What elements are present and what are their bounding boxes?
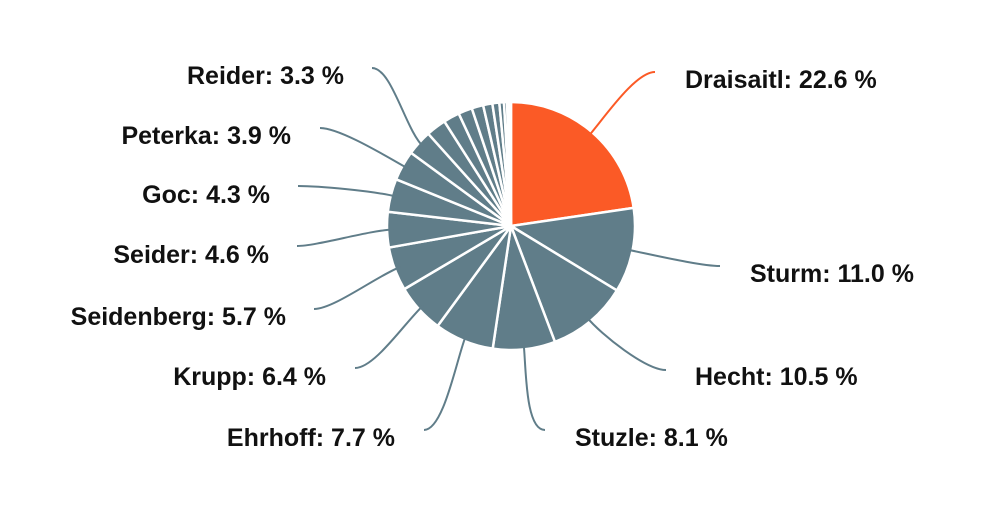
leader-line-seidenberg [313, 266, 401, 310]
leader-line-krupp [354, 304, 425, 369]
leader-line-peterka [319, 127, 409, 170]
slice-label-krupp: Krupp: 6.4 % [173, 363, 326, 391]
pie-slice-20 [508, 100, 513, 228]
pie-slices [385, 100, 637, 352]
slice-label-seidenberg: Seidenberg: 5.7 % [71, 303, 286, 331]
slice-label-sturm: Sturm: 11.0 % [750, 260, 914, 288]
pie-slice-draisaitl [509, 100, 635, 228]
leader-line-reider [371, 67, 425, 148]
leader-lines [296, 67, 721, 431]
leader-line-ehrhoff [423, 334, 468, 431]
leader-line-sturm [626, 248, 721, 267]
slice-label-goc: Goc: 4.3 % [142, 181, 270, 209]
leader-line-goc [297, 185, 397, 198]
slice-label-seider: Seider: 4.6 % [113, 241, 269, 269]
leader-line-stuzle [522, 343, 546, 431]
slice-labels: Draisaitl: 22.6 % Sturm: 11.0 % Hecht: 10.… [71, 62, 914, 452]
leader-line-draisaitl [587, 71, 656, 138]
slice-label-draisaitl: Draisaitl: 22.6 % [685, 66, 877, 94]
slice-label-ehrhoff: Ehrhoff: 7.7 % [227, 424, 395, 452]
slice-label-reider: Reider: 3.3 % [187, 62, 344, 90]
leader-line-seider [296, 228, 394, 247]
slice-label-peterka: Peterka: 3.9 % [121, 122, 291, 150]
slice-label-hecht: Hecht: 10.5 % [695, 363, 858, 391]
leader-line-hecht [585, 316, 667, 371]
slice-label-stuzle: Stuzle: 8.1 % [575, 424, 728, 452]
